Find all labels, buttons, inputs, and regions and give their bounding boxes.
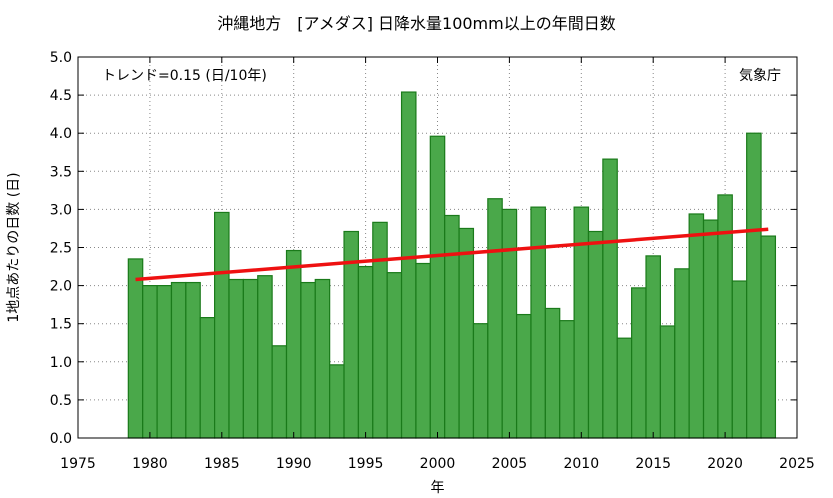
bar [602,158,618,439]
bar [631,287,647,439]
bar [688,213,705,439]
ticks [77,56,798,439]
x-tick-label: 2005 [492,456,528,472]
x-tick-label: 1990 [276,456,312,472]
source-label: 気象庁 [739,68,781,84]
bar [386,272,403,439]
bar [142,285,158,439]
bar [228,278,244,439]
x-tick-label: 2000 [420,456,456,472]
y-tick-label: 5.0 [50,50,72,66]
trend-annotation: トレンド=0.15 (日/10年) [102,68,267,84]
bar [271,345,288,439]
bar [242,278,259,439]
trend-line [135,227,769,282]
bars [127,91,777,439]
tick-labels: 0.0 0.5 1.0 1.5 2.0 2.5 3.0 3.5 4.0 4.5 5.0 1975 198… [50,50,815,472]
bar [415,262,431,439]
bar [357,265,374,439]
bar [472,323,489,439]
y-axis-label: 1地点あたりの日数 (日) [6,172,22,322]
bar [127,258,144,439]
y-tick-label: 2.0 [50,279,72,295]
y-tick-label: 1.0 [50,355,72,371]
y-tick-label: 4.5 [50,88,72,104]
x-tick-label: 2025 [779,456,815,472]
bar [458,227,475,439]
bar [329,364,345,439]
y-tick-label: 0.5 [50,393,72,409]
bar [300,281,316,439]
y-tick-label: 0.0 [50,431,72,447]
bar [444,214,460,439]
bar [314,278,331,439]
bar [587,230,604,439]
bar [185,281,201,439]
bar [544,307,561,439]
bar [659,325,676,439]
bar [285,249,302,439]
bar [573,206,590,439]
y-tick-label: 3.5 [50,164,72,180]
y-tick-label: 4.0 [50,126,72,142]
y-tick-label: 1.5 [50,317,72,333]
y-tick-label: 2.5 [50,241,72,257]
bar [702,219,719,439]
bar [530,206,546,439]
x-tick-label: 2020 [707,456,743,472]
y-tick-label: 3.0 [50,202,72,218]
x-tick-label: 1995 [348,456,384,472]
bar [746,132,762,439]
bar [214,211,230,439]
trend-layer [135,227,769,282]
bar [559,320,575,439]
bar [429,135,446,439]
bar [156,285,173,439]
x-tick-label: 2010 [563,456,599,472]
bar [400,91,417,439]
bar [515,313,532,439]
x-tick-label: 1975 [60,456,96,472]
bar [674,268,690,439]
x-tick-label: 1985 [204,456,240,472]
bar [645,255,661,439]
bar [501,208,518,439]
bar [731,280,748,439]
bar [616,337,633,439]
bar [760,235,777,439]
x-tick-label: 1980 [132,456,168,472]
bar [199,317,216,439]
bar [372,221,388,439]
bar [170,281,187,439]
bar [257,275,273,439]
x-axis-label: 年 [431,480,445,496]
x-tick-label: 2015 [635,456,671,472]
bar [487,198,503,439]
chart-title: 沖縄地方 [アメダス] 日降水量100mm以上の年間日数 [217,14,616,33]
